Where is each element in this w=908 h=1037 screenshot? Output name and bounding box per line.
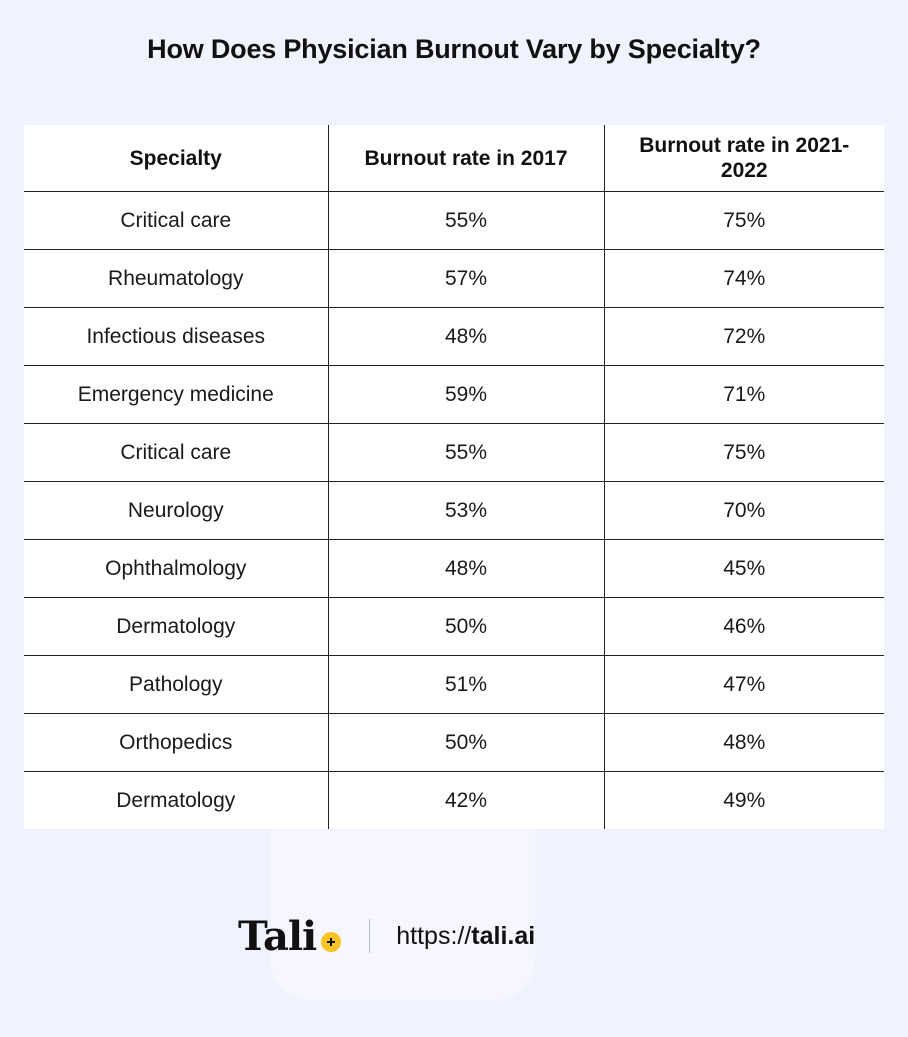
table-body: Critical care 55% 75% Rheumatology 57% 74% Inf… (24, 191, 884, 829)
cell-burnout-2021-2022: 45% (603, 539, 884, 598)
cell-specialty: Emergency medicine (24, 365, 328, 424)
cell-specialty: Neurology (24, 481, 328, 540)
table-row: Dermatology 50% 46% (24, 597, 884, 656)
cell-burnout-2021-2022: 46% (603, 597, 884, 656)
cell-specialty: Pathology (24, 655, 328, 714)
cell-specialty: Rheumatology (24, 249, 328, 308)
header-burnout-2017: Burnout rate in 2017 (327, 125, 604, 192)
header-row: Specialty Burnout rate in 2017 Burnout r… (24, 125, 884, 192)
cell-burnout-2017: 55% (327, 191, 604, 250)
url-prefix: https:// (396, 921, 472, 950)
table-row: Rheumatology 57% 74% (24, 249, 884, 308)
table-row: Emergency medicine 59% 71% (24, 365, 884, 424)
background-glow (270, 830, 535, 1000)
cell-specialty: Dermatology (116, 788, 236, 812)
burnout-table: Specialty Burnout rate in 2017 Burnout r… (24, 125, 884, 829)
footer: Tali https://tali.ai (238, 908, 535, 964)
cell-specialty: Critical care (24, 191, 328, 250)
cell-specialty: Ophthalmology (24, 539, 328, 598)
tali-logo[interactable]: Tali (238, 912, 342, 960)
page-title: How Does Physician Burnout Vary by Speci… (147, 34, 761, 64)
cell-burnout-2021-2022: 70% (603, 481, 884, 540)
cell-burnout-2021-2022: 49% (603, 771, 884, 829)
cell-burnout-2017: 51% (327, 655, 604, 714)
cell-burnout-2017: 53% (327, 481, 604, 540)
table-row: Neurology 53% 70% (24, 481, 884, 540)
cell-burnout-2021-2022: 71% (603, 365, 884, 424)
cell-burnout-2021-2022: 74% (603, 249, 884, 308)
cell-burnout-2021-2022: 72% (603, 307, 884, 366)
website-link[interactable]: https://tali.ai (396, 922, 535, 951)
cell-burnout-2017: 59% (327, 365, 604, 424)
cell-burnout-2021-2022: 75% (603, 191, 884, 250)
cell-burnout-2017: 55% (327, 423, 604, 482)
cell-specialty: Orthopedics (24, 713, 328, 772)
cell-burnout-2017: 50% (327, 713, 604, 772)
cell-burnout-2017: 57% (327, 249, 604, 308)
table-row: Ophthalmology 48% 45% (24, 539, 884, 598)
cell-specialty: Critical care (24, 423, 328, 482)
header-burnout-2021-2022: Burnout rate in 2021-2022 (603, 125, 884, 192)
table-row: Infectious diseases 48% 72% (24, 307, 884, 366)
table-row: Critical care 55% 75% (24, 191, 884, 250)
cell-burnout-2017: 48% (327, 307, 604, 366)
logo-text: Tali (238, 912, 317, 960)
footer-divider (369, 919, 371, 953)
cell-specialty: Infectious diseases (24, 307, 328, 366)
cell-burnout-2017: 42% (327, 771, 604, 829)
cell-burnout-2021-2022: 47% (603, 655, 884, 714)
table-row: Critical care 55% 75% (24, 423, 884, 482)
cell-burnout-2017: 50% (327, 597, 604, 656)
cell-burnout-2021-2022: 75% (603, 423, 884, 482)
header-specialty: Specialty (24, 125, 328, 192)
cell-burnout-2017: 48% (327, 539, 604, 598)
table-row: Orthopedics 50% 48% (24, 713, 884, 772)
cell-specialty: Dermatology (24, 597, 328, 656)
url-domain: tali.ai (471, 921, 536, 950)
table-row: Dermatology 42% 49% (24, 771, 884, 829)
table-row: Pathology 51% 47% (24, 655, 884, 714)
cell-burnout-2021-2022: 48% (603, 713, 884, 772)
plus-icon (321, 931, 342, 952)
